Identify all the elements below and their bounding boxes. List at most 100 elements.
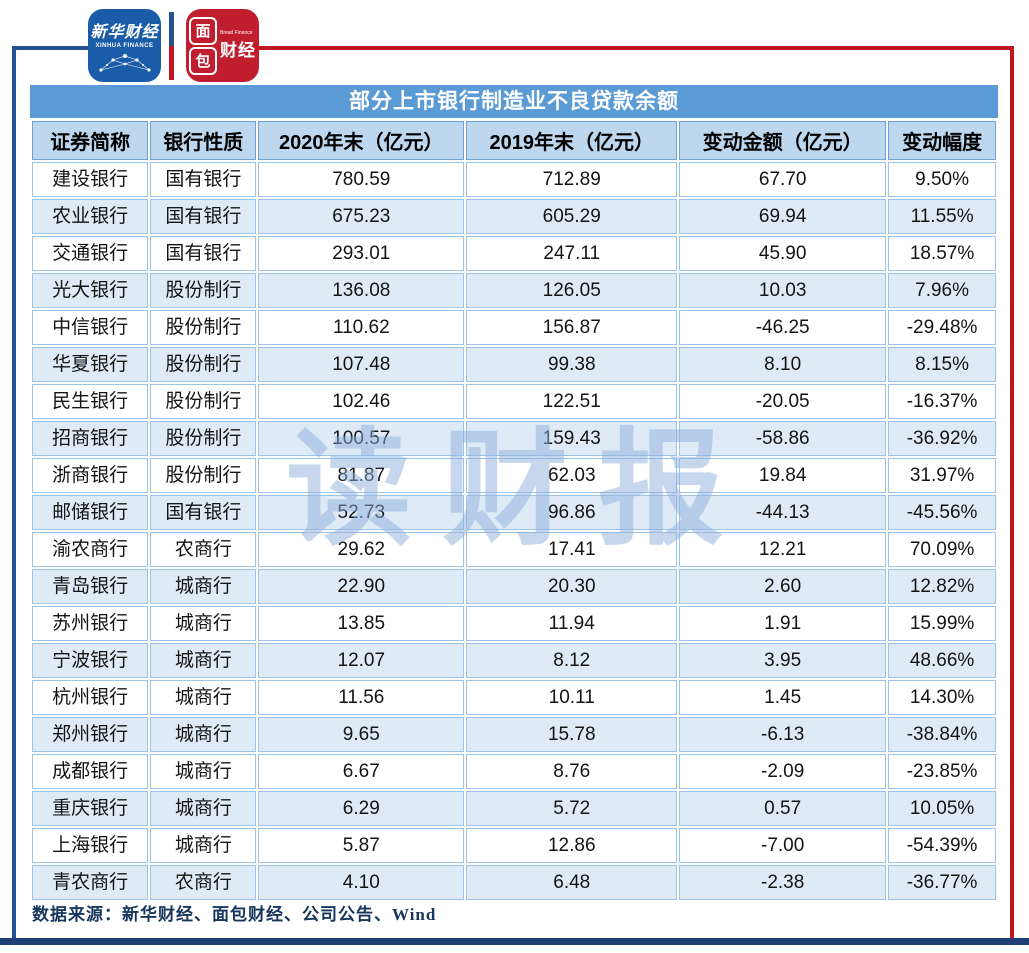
table-cell: 建设银行 — [32, 162, 149, 197]
table-row: 招商银行 股份制行 100.57 159.43 -58.86 -36.92% — [32, 421, 996, 456]
table-cell: 11.56 — [258, 680, 465, 715]
table-cell: 农商行 — [150, 865, 257, 900]
table-cell: 22.90 — [258, 569, 465, 604]
table-cell: 城商行 — [150, 791, 257, 826]
bread-logo-char-top: 面 — [189, 16, 217, 45]
table-cell: 股份制行 — [150, 384, 257, 419]
data-table-container: 部分上市银行制造业不良贷款余额 证券简称 银行性质 2020年末（亿元） 2019年末… — [30, 85, 998, 902]
table-cell: 52.73 — [258, 495, 465, 530]
table-cell: 99.38 — [466, 347, 678, 382]
table-cell: 12.07 — [258, 643, 465, 678]
table-cell: 19.84 — [679, 458, 887, 493]
table-row: 上海银行 城商行 5.87 12.86 -7.00 -54.39% — [32, 828, 996, 863]
table-cell: 12.86 — [466, 828, 678, 863]
table-cell: 4.10 — [258, 865, 465, 900]
table-cell: 城商行 — [150, 606, 257, 641]
table-cell: 股份制行 — [150, 310, 257, 345]
table-cell: -7.00 — [679, 828, 887, 863]
bread-finance-logo: 面 包 Bread Finance 财经 — [186, 9, 259, 82]
table-cell: 杭州银行 — [32, 680, 149, 715]
table-row: 交通银行 国有银行 293.01 247.11 45.90 18.57% — [32, 236, 996, 271]
table-cell: 重庆银行 — [32, 791, 149, 826]
table-cell: 156.87 — [466, 310, 678, 345]
frame-bottom-border — [0, 938, 1029, 945]
table-cell: 国有银行 — [150, 162, 257, 197]
table-cell: 农商行 — [150, 532, 257, 567]
table-row: 建设银行 国有银行 780.59 712.89 67.70 9.50% — [32, 162, 996, 197]
table-cell: 城商行 — [150, 643, 257, 678]
table-cell: 民生银行 — [32, 384, 149, 419]
table-cell: -2.09 — [679, 754, 887, 789]
table-cell: 10.03 — [679, 273, 887, 308]
column-header-4: 变动金额（亿元） — [679, 121, 887, 160]
bread-logo-subtitle: Bread Finance — [220, 30, 253, 36]
table-cell: 122.51 — [466, 384, 678, 419]
column-header-3: 2019年末（亿元） — [466, 121, 678, 160]
table-cell: 苏州银行 — [32, 606, 149, 641]
table-cell: 81.87 — [258, 458, 465, 493]
table-cell: 102.46 — [258, 384, 465, 419]
table-cell: 247.11 — [466, 236, 678, 271]
table-body: 建设银行 国有银行 780.59 712.89 67.70 9.50% 农业银行 国有银行 67… — [32, 162, 996, 900]
table-cell: 股份制行 — [150, 273, 257, 308]
table-row: 民生银行 股份制行 102.46 122.51 -20.05 -16.37% — [32, 384, 996, 419]
table-cell: -54.39% — [888, 828, 996, 863]
table-cell: 45.90 — [679, 236, 887, 271]
table-cell: 华夏银行 — [32, 347, 149, 382]
table-row: 渝农商行 农商行 29.62 17.41 12.21 70.09% — [32, 532, 996, 567]
table-cell: 48.66% — [888, 643, 996, 678]
data-table: 证券简称 银行性质 2020年末（亿元） 2019年末（亿元） 变动金额（亿元） 变动幅度… — [30, 119, 998, 902]
column-header-0: 证券简称 — [32, 121, 149, 160]
table-cell: 浙商银行 — [32, 458, 149, 493]
table-cell: -20.05 — [679, 384, 887, 419]
table-cell: 15.78 — [466, 717, 678, 752]
table-cell: 国有银行 — [150, 495, 257, 530]
table-cell: 6.48 — [466, 865, 678, 900]
table-title: 部分上市银行制造业不良贷款余额 — [30, 85, 998, 118]
table-cell: 29.62 — [258, 532, 465, 567]
table-cell: 青农商行 — [32, 865, 149, 900]
logo-divider — [169, 12, 174, 80]
table-row: 邮储银行 国有银行 52.73 96.86 -44.13 -45.56% — [32, 495, 996, 530]
table-cell: -38.84% — [888, 717, 996, 752]
table-cell: 光大银行 — [32, 273, 149, 308]
table-row: 农业银行 国有银行 675.23 605.29 69.94 11.55% — [32, 199, 996, 234]
table-cell: 70.09% — [888, 532, 996, 567]
table-cell: 69.94 — [679, 199, 887, 234]
table-row: 宁波银行 城商行 12.07 8.12 3.95 48.66% — [32, 643, 996, 678]
xinhua-logo-title: 新华财经 — [90, 23, 159, 41]
table-cell: 8.76 — [466, 754, 678, 789]
table-cell: 城商行 — [150, 828, 257, 863]
table-cell: -45.56% — [888, 495, 996, 530]
table-cell: 渝农商行 — [32, 532, 149, 567]
table-cell: 1.45 — [679, 680, 887, 715]
table-cell: 126.05 — [466, 273, 678, 308]
network-pattern-icon — [98, 53, 151, 72]
table-cell: 8.15% — [888, 347, 996, 382]
table-cell: 62.03 — [466, 458, 678, 493]
table-row: 光大银行 股份制行 136.08 126.05 10.03 7.96% — [32, 273, 996, 308]
table-cell: 郑州银行 — [32, 717, 149, 752]
table-cell: 成都银行 — [32, 754, 149, 789]
table-cell: 5.87 — [258, 828, 465, 863]
table-cell: 7.96% — [888, 273, 996, 308]
table-cell: 18.57% — [888, 236, 996, 271]
table-cell: -58.86 — [679, 421, 887, 456]
table-cell: 股份制行 — [150, 458, 257, 493]
table-row: 成都银行 城商行 6.67 8.76 -2.09 -23.85% — [32, 754, 996, 789]
table-header-row: 证券简称 银行性质 2020年末（亿元） 2019年末（亿元） 变动金额（亿元） 变动幅度 — [32, 121, 996, 160]
table-row: 青岛银行 城商行 22.90 20.30 2.60 12.82% — [32, 569, 996, 604]
table-cell: -23.85% — [888, 754, 996, 789]
table-cell: -46.25 — [679, 310, 887, 345]
table-row: 华夏银行 股份制行 107.48 99.38 8.10 8.15% — [32, 347, 996, 382]
frame-top-right-border — [258, 46, 1014, 50]
table-cell: 城商行 — [150, 754, 257, 789]
table-cell: 3.95 — [679, 643, 887, 678]
table-cell: 1.91 — [679, 606, 887, 641]
column-header-5: 变动幅度 — [888, 121, 996, 160]
table-cell: 12.21 — [679, 532, 887, 567]
table-row: 青农商行 农商行 4.10 6.48 -2.38 -36.77% — [32, 865, 996, 900]
table-cell: 5.72 — [466, 791, 678, 826]
table-cell: 12.82% — [888, 569, 996, 604]
table-cell: 城商行 — [150, 680, 257, 715]
